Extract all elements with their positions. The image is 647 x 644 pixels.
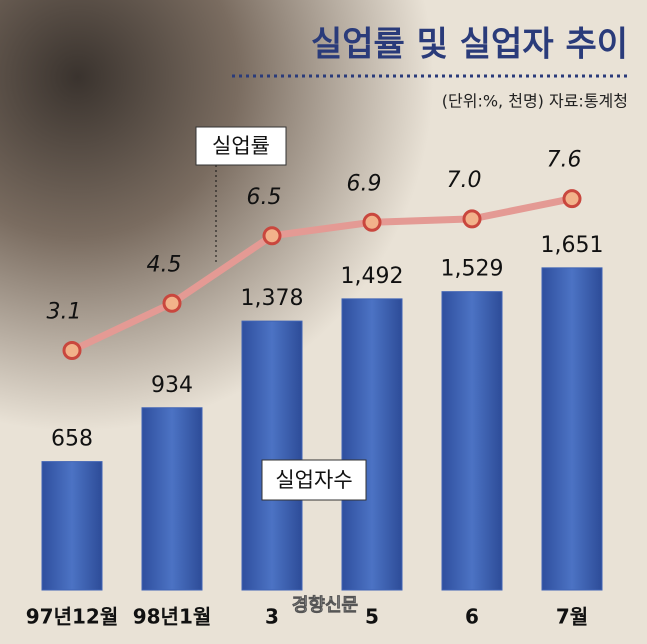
bar-value-label: 1,378 bbox=[241, 286, 304, 311]
bar-value-label: 934 bbox=[151, 373, 193, 398]
x-tick-label: 7월 bbox=[556, 605, 588, 629]
bar bbox=[441, 291, 503, 591]
x-tick-label: 6 bbox=[465, 605, 479, 629]
subtitle: (단위:%, 천명) 자료:통계청 bbox=[442, 92, 628, 111]
line-value-label: 7.6 bbox=[547, 148, 582, 173]
bar-value-label: 1,651 bbox=[541, 233, 604, 258]
x-tick-label: 5 bbox=[365, 605, 379, 629]
line-value-label: 3.1 bbox=[47, 299, 82, 324]
x-tick-label: 97년12월 bbox=[26, 605, 118, 629]
bar-value-label: 1,529 bbox=[441, 257, 504, 282]
bar bbox=[241, 320, 303, 591]
legend-label: 실업률 bbox=[212, 134, 270, 158]
bar-value-label: 658 bbox=[51, 427, 93, 452]
line-value-label: 7.0 bbox=[447, 168, 482, 193]
line-value-label: 6.9 bbox=[347, 171, 382, 196]
line-marker bbox=[562, 189, 582, 209]
x-tick-label: 3 bbox=[265, 605, 279, 629]
line-marker bbox=[262, 226, 282, 246]
line-marker bbox=[462, 209, 482, 229]
bar-value-label: 1,492 bbox=[341, 264, 404, 289]
line bbox=[70, 195, 573, 354]
line-value-label: 4.5 bbox=[147, 252, 182, 277]
legend-box bbox=[261, 459, 367, 501]
bar bbox=[141, 407, 203, 591]
bar bbox=[41, 461, 103, 591]
x-tick-label: 98년1월 bbox=[133, 605, 212, 629]
line-marker bbox=[62, 340, 82, 360]
line-marker bbox=[362, 212, 382, 232]
line-value-label: 6.5 bbox=[247, 185, 282, 210]
legend-box bbox=[195, 126, 287, 166]
bar bbox=[541, 267, 603, 591]
bar bbox=[341, 298, 403, 591]
legend-label: 실업자수 bbox=[275, 468, 352, 492]
source-mark: 경향신문 bbox=[292, 595, 358, 616]
chart-title: 실업률 및 실업자 추이 bbox=[311, 25, 628, 65]
line-marker bbox=[162, 293, 182, 313]
